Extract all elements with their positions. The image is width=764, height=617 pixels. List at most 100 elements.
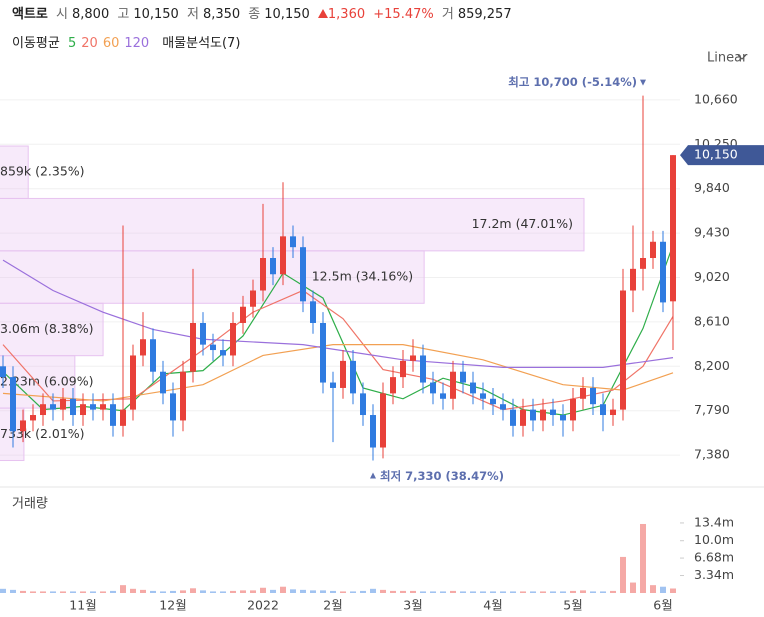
candle-body <box>390 377 396 394</box>
candle-body <box>590 387 596 405</box>
volume-bar <box>80 591 86 593</box>
volume-bar <box>410 590 416 593</box>
volume-bar <box>20 590 26 593</box>
field-value: 10,150 <box>264 7 310 22</box>
legend-entry[interactable]: 20 <box>81 36 98 51</box>
volume-bar <box>440 591 446 593</box>
candle-body <box>210 344 216 351</box>
candle-body <box>450 371 456 399</box>
low-marker <box>370 472 376 479</box>
volume-bar <box>190 588 196 593</box>
candle-body <box>280 236 286 275</box>
volume-profile-bar <box>0 145 29 199</box>
volume-profile-bar <box>0 302 104 357</box>
quote-header: 액트로 시 8,800 고 10,150 저 8,350 종 10,150 1,360 … <box>12 3 516 22</box>
field-label: 거 <box>441 7 454 22</box>
volume-bar <box>550 591 556 593</box>
candle-body <box>230 322 236 356</box>
volume-bar <box>30 591 36 593</box>
candle-body <box>470 382 476 394</box>
candle-body <box>250 290 256 307</box>
volume-bar <box>390 590 396 593</box>
volume-tick-label: 6.68m <box>694 550 734 565</box>
volume-bar <box>360 590 366 593</box>
legend-entry[interactable]: 60 <box>102 36 120 51</box>
x-tick-label: 5월 <box>563 598 582 613</box>
x-tick-label: 2022 <box>247 598 279 613</box>
candle-body <box>150 339 156 372</box>
candle-body <box>620 290 626 410</box>
volume-bar <box>50 591 56 593</box>
candle-body <box>350 360 356 394</box>
volume-bar <box>70 591 76 593</box>
volume-bar <box>100 591 106 593</box>
volume-bar <box>620 556 626 593</box>
y-tick-label: 9,430 <box>694 225 730 240</box>
volume-bar <box>160 591 166 593</box>
volume-bar <box>380 589 386 593</box>
candle-body <box>340 360 346 388</box>
candle-body <box>410 355 416 361</box>
volume-bar <box>110 590 116 593</box>
low-annotation: 최저 7,330 (38.47%) <box>380 469 504 483</box>
up-arrow <box>317 9 328 18</box>
legend-entry[interactable]: 120 <box>124 36 150 51</box>
price-tag-label: 10,150 <box>694 147 738 162</box>
field-label: 고 <box>117 7 130 22</box>
x-tick-label: 4월 <box>483 598 502 613</box>
candle-body <box>490 398 496 405</box>
candle-body <box>520 409 526 426</box>
scale-toggle[interactable]: Linear <box>707 51 748 66</box>
candle-body <box>120 409 126 426</box>
candle-body <box>530 409 536 421</box>
volume-bar <box>320 590 326 593</box>
volume-bar <box>270 589 276 593</box>
candle-body <box>430 382 436 394</box>
volume-bar <box>400 590 406 593</box>
change-pct: +15.47% <box>373 7 434 22</box>
volume-bar <box>0 588 6 593</box>
volume-bar <box>250 590 256 593</box>
candle-body <box>90 404 96 410</box>
field-label: 시 <box>56 7 68 22</box>
candle-body <box>600 404 606 416</box>
ma-title[interactable]: 이동평균 <box>12 36 60 51</box>
y-tick-label: 8,610 <box>694 313 730 328</box>
candle-body <box>240 306 246 323</box>
volume-bar <box>420 591 426 593</box>
volume-profile-label: 12.5m (34.16%) <box>312 269 413 284</box>
candle-body <box>310 301 316 323</box>
volume-bar <box>500 591 506 593</box>
volume-bar <box>470 591 476 593</box>
candle-body <box>640 258 646 269</box>
candle-body <box>100 404 106 410</box>
legend-entry[interactable]: 5 <box>67 36 77 51</box>
candle-body <box>660 241 666 303</box>
volume-profile-label: 3.06m (8.38%) <box>0 321 93 336</box>
volume-tick-label: 3.34m <box>694 567 734 582</box>
volume-bar <box>310 590 316 593</box>
candle-body <box>380 393 386 448</box>
volume-bar <box>640 523 646 593</box>
y-tick-label: 10,660 <box>694 91 738 106</box>
candle-body <box>360 393 366 416</box>
volume-bar <box>340 591 346 593</box>
moving-average-line <box>2 244 674 416</box>
volume-bar <box>140 589 146 593</box>
volume-bar <box>240 590 246 593</box>
volume-bar <box>530 591 536 593</box>
candle-body <box>400 360 406 378</box>
volume-bar <box>200 590 206 593</box>
volume-bar <box>330 590 336 593</box>
high-marker <box>640 79 646 86</box>
x-tick-label: 11월 <box>69 598 96 613</box>
volume-title: 거래량 <box>12 497 48 512</box>
x-tick-label: 3월 <box>403 598 422 613</box>
y-tick-label: 8,200 <box>694 358 730 373</box>
candle-body <box>180 371 186 421</box>
volume-profile-toggle[interactable]: 매물분석도(7) <box>162 36 241 51</box>
candle-body <box>160 371 166 394</box>
volume-bar <box>480 591 486 593</box>
volume-bar <box>510 591 516 593</box>
candle-body <box>370 415 376 448</box>
